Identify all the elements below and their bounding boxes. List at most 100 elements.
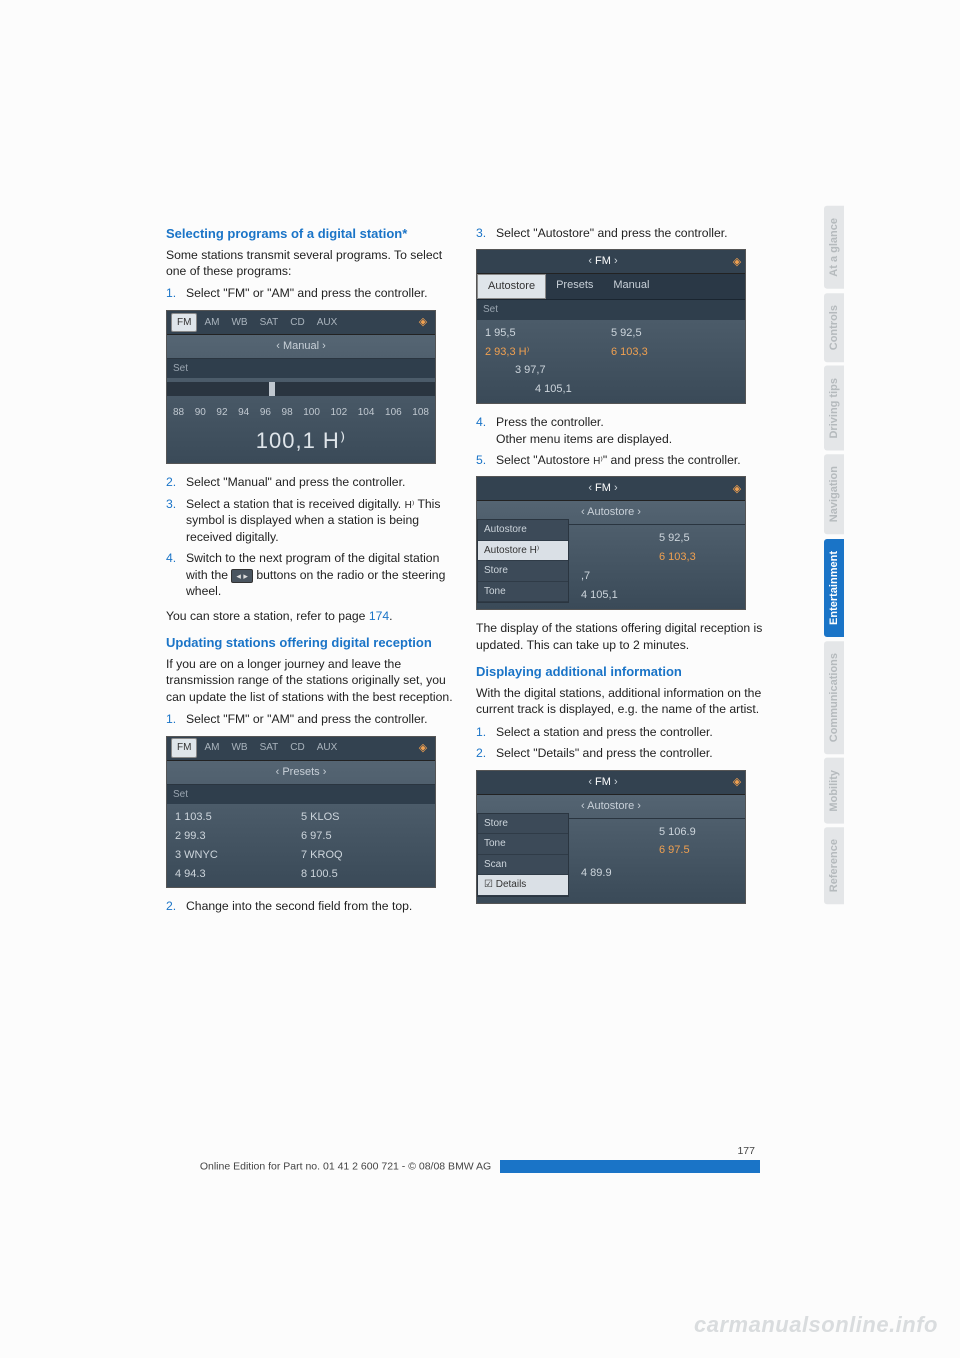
dropdown-menu: Store Tone Scan ☑ Details <box>477 813 569 897</box>
prev-next-button-icon: ◂ ▸ <box>231 569 253 583</box>
band-sat: SAT <box>255 314 284 332</box>
menu-item: Autostore <box>478 520 568 541</box>
scale-tick: 96 <box>260 406 271 420</box>
station: 1 95,5 <box>485 326 611 341</box>
band-aux: AUX <box>312 739 343 757</box>
menu-item: Autostore H⁾ <box>478 541 568 562</box>
step-num: 1. <box>476 724 496 740</box>
preset: 6 97.5 <box>301 829 427 844</box>
menu-item: Store <box>478 814 568 835</box>
station <box>581 531 659 546</box>
radio-screenshot-manual: FM AM WB SAT CD AUX ◈ ‹ Manual › Set 88 … <box>166 310 436 465</box>
text: You can store a station, refer to page <box>166 609 369 623</box>
para: With the digital stations, additional in… <box>476 685 764 718</box>
step-text-part: Select a station that is received digita… <box>186 497 405 511</box>
tab-autostore: Autostore <box>477 274 546 299</box>
para: You can store a station, refer to page 1… <box>166 608 454 624</box>
step-text: Select a station and press the controlle… <box>496 724 764 740</box>
station: 4 105,1 <box>485 382 611 397</box>
tab-communications[interactable]: Communications <box>824 641 844 754</box>
band-am: AM <box>199 314 224 332</box>
step-num: 5. <box>476 452 496 469</box>
nav-arrow-icon: ◈ <box>729 254 745 270</box>
step-num: 4. <box>166 550 186 599</box>
step-text: Change into the second field from the to… <box>186 898 454 914</box>
band-aux: AUX <box>312 314 343 332</box>
band-wb: WB <box>226 314 252 332</box>
tab-at-a-glance[interactable]: At a glance <box>824 206 844 289</box>
heading-updating: Updating stations offering digital recep… <box>166 634 454 652</box>
step-text: Select "Autostore" and press the control… <box>496 225 764 241</box>
scale-tick: 102 <box>330 406 347 420</box>
para: If you are on a longer journey and leave… <box>166 656 454 705</box>
preset: 8 100.5 <box>301 867 427 882</box>
band-cd: CD <box>285 739 309 757</box>
band-cd: CD <box>285 314 309 332</box>
step-num: 4. <box>476 414 496 447</box>
section-tabs: At a glance Controls Driving tips Naviga… <box>824 206 852 909</box>
station <box>581 825 659 840</box>
tab-reference[interactable]: Reference <box>824 827 844 904</box>
scale-tick: 88 <box>173 406 184 420</box>
step-num: 1. <box>166 711 186 727</box>
hd-icon: H⁾ <box>405 500 415 511</box>
text: . <box>389 609 392 623</box>
scale-tick: 90 <box>195 406 206 420</box>
station: 5 106.9 <box>659 825 737 840</box>
tab-navigation[interactable]: Navigation <box>824 454 844 534</box>
set-label: Set <box>167 785 435 805</box>
preset: 1 103.5 <box>175 810 301 825</box>
tab-manual: Manual <box>603 274 659 299</box>
step-text: Select "FM" or "AM" and press the contro… <box>186 285 454 301</box>
station: 4 89.9 <box>581 866 659 881</box>
mode-label: ‹ Presets › <box>167 761 435 785</box>
band-am: AM <box>199 739 224 757</box>
radio-screenshot-details-menu: ‹ FM ›◈ ‹ Autostore › Store Tone Scan ☑ … <box>476 770 746 904</box>
station <box>659 569 737 584</box>
menu-item: ☑ Details <box>478 875 568 896</box>
station: 4 105,1 <box>581 588 659 603</box>
radio-screenshot-presets: FM AM WB SAT CD AUX ◈ ‹ Presets › Set 1 … <box>166 736 436 889</box>
step-text: Press the controller. Other menu items a… <box>496 414 764 447</box>
station: 5 92,5 <box>611 326 737 341</box>
scale-tick: 94 <box>238 406 249 420</box>
step-num: 1. <box>166 285 186 301</box>
menu-item: Tone <box>478 582 568 603</box>
watermark: carmanualsonline.info <box>694 1312 938 1338</box>
station <box>659 866 737 881</box>
band-fm: FM <box>171 313 197 333</box>
station: ,7 <box>581 569 659 584</box>
tab-mobility[interactable]: Mobility <box>824 758 844 824</box>
scale-tick: 92 <box>216 406 227 420</box>
tab-presets: Presets <box>546 274 603 299</box>
preset: 7 KROQ <box>301 848 427 863</box>
station <box>581 550 659 565</box>
station: 6 97.5 <box>659 843 737 858</box>
tab-driving-tips[interactable]: Driving tips <box>824 366 844 451</box>
heading-additional-info: Displaying additional information <box>476 663 764 681</box>
right-arrow-icon: › <box>611 776 618 788</box>
station: 5 92,5 <box>659 531 737 546</box>
step-num: 2. <box>166 898 186 914</box>
band-wb: WB <box>226 739 252 757</box>
radio-screenshot-autostore-menu: ‹ FM ›◈ ‹ Autostore › Autostore Autostor… <box>476 476 746 610</box>
step-num: 2. <box>476 745 496 761</box>
step-text: Select "Manual" and press the controller… <box>186 474 454 490</box>
dropdown-menu: Autostore Autostore H⁾ Store Tone <box>477 519 569 603</box>
station: 6 103,3 <box>659 550 737 565</box>
para: The display of the stations offering dig… <box>476 620 764 653</box>
tab-entertainment[interactable]: Entertainment <box>824 539 844 637</box>
station <box>659 588 737 603</box>
step-num: 3. <box>476 225 496 241</box>
page-link[interactable]: 174 <box>369 609 389 623</box>
step-text: Select "FM" or "AM" and press the contro… <box>186 711 454 727</box>
current-frequency: 100,1 H⁾ <box>167 422 435 464</box>
nav-arrow-icon: ◈ <box>415 314 431 330</box>
tab-controls[interactable]: Controls <box>824 293 844 362</box>
preset: 2 99.3 <box>175 829 301 844</box>
nav-arrow-icon: ◈ <box>729 775 745 791</box>
scale-tick: 100 <box>303 406 320 420</box>
step-text-part: Other menu items are displayed. <box>496 432 672 446</box>
menu-item: Store <box>478 561 568 582</box>
station: 2 93,3 H⁾ <box>485 345 611 360</box>
